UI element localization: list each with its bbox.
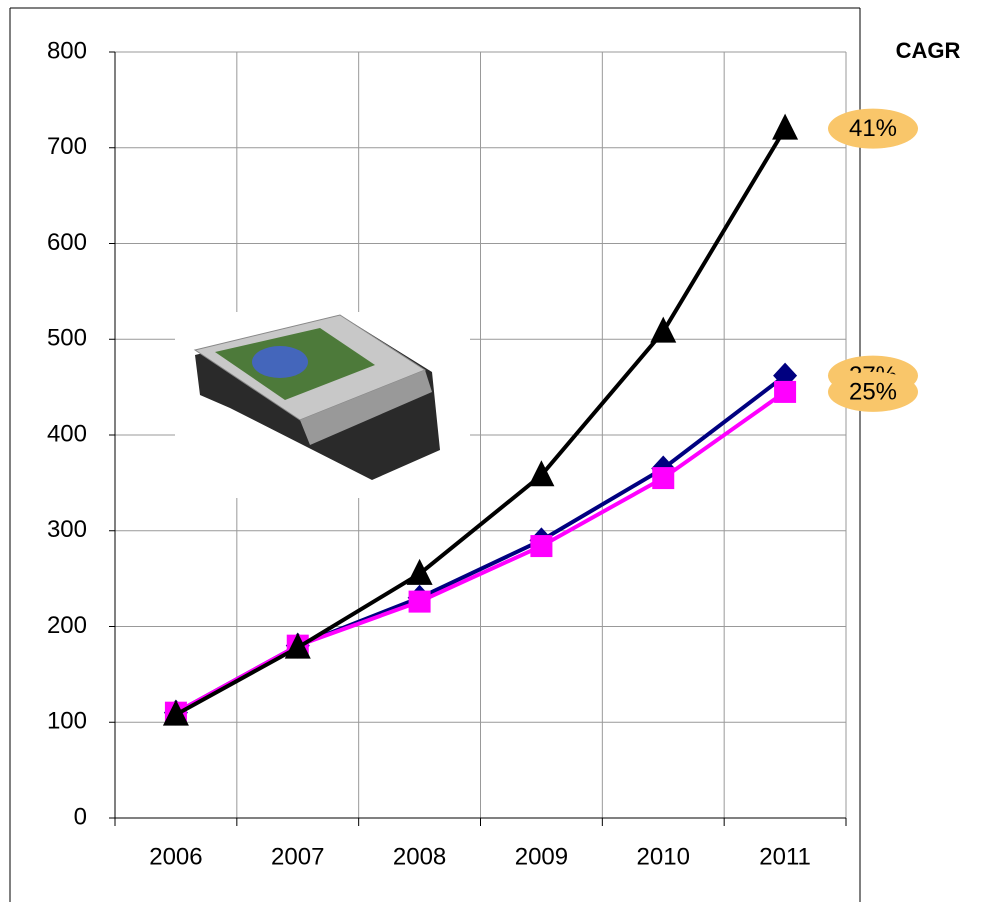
cagr-label: 25% bbox=[849, 378, 897, 405]
x-tick-label: 2009 bbox=[515, 843, 568, 870]
y-tick-label: 400 bbox=[47, 420, 87, 447]
marker-square bbox=[408, 590, 431, 613]
marker-triangle bbox=[528, 460, 555, 487]
marker-square bbox=[774, 380, 797, 403]
y-tick-label: 500 bbox=[47, 325, 87, 352]
cagr-label: 41% bbox=[849, 115, 897, 142]
y-tick-label: 800 bbox=[47, 37, 87, 64]
marker-triangle bbox=[162, 699, 189, 726]
y-tick-label: 600 bbox=[47, 229, 87, 256]
series-line bbox=[174, 127, 787, 717]
marker-triangle bbox=[772, 113, 799, 140]
x-tick-label: 2011 bbox=[759, 843, 811, 870]
y-tick-label: 100 bbox=[47, 708, 87, 735]
x-tick-label: 2010 bbox=[637, 843, 690, 870]
x-tick-label: 2006 bbox=[149, 843, 202, 870]
marker-square bbox=[652, 467, 675, 490]
cagr-badge bbox=[828, 108, 918, 149]
y-tick-label: 300 bbox=[47, 516, 87, 543]
marker-triangle bbox=[650, 316, 677, 343]
annotation-title: CAGR bbox=[896, 38, 961, 63]
marker-triangle bbox=[284, 632, 311, 659]
x-tick-label: 2007 bbox=[271, 843, 324, 870]
x-tick-label: 2008 bbox=[393, 843, 446, 870]
y-tick-label: 700 bbox=[47, 133, 87, 160]
marker-square bbox=[530, 535, 553, 558]
y-tick-label: 200 bbox=[47, 612, 87, 639]
y-tick-label: 0 bbox=[74, 803, 87, 830]
series bbox=[162, 113, 799, 726]
cagr-badge bbox=[828, 371, 918, 412]
marker-triangle bbox=[406, 558, 433, 585]
phone-photo bbox=[175, 312, 470, 498]
